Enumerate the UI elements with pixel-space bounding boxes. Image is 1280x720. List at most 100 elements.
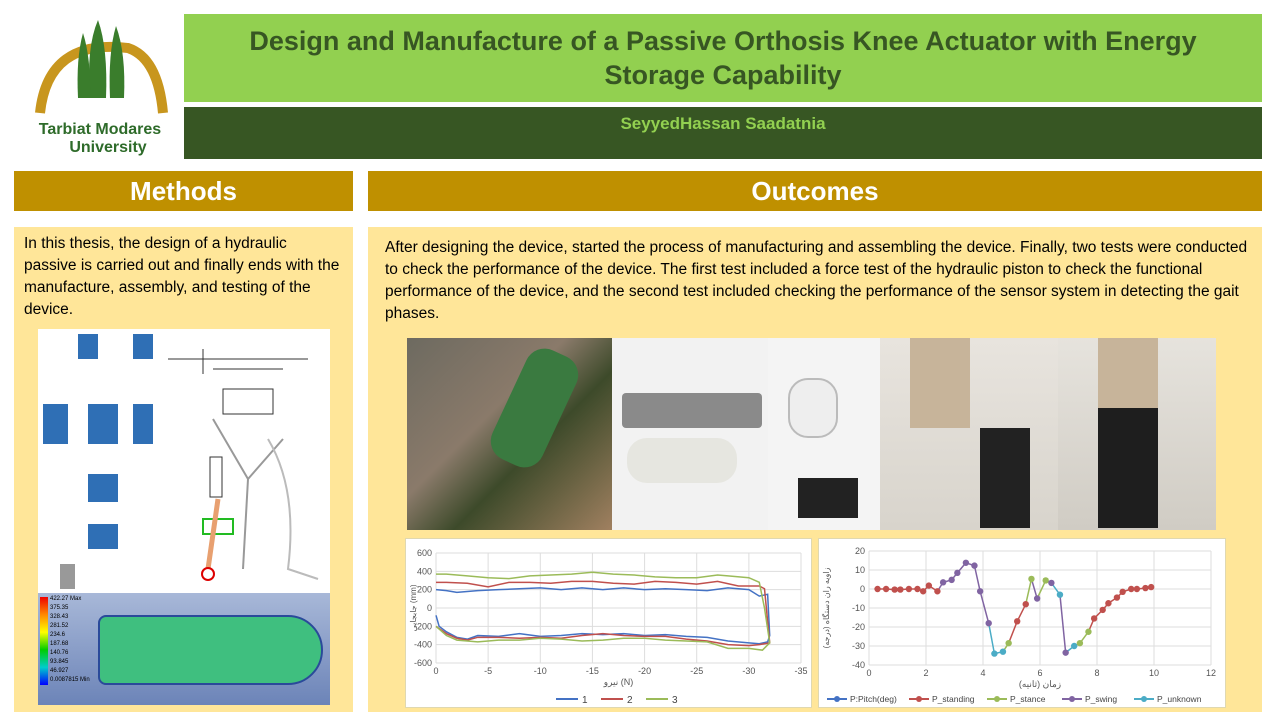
x-tick-label: -15 [586,666,599,676]
data-point [1076,639,1084,647]
x-tick-label: 0 [866,668,871,678]
data-point [925,582,933,589]
data-point [954,569,961,577]
legend-label: P:Pitch(deg) [850,694,897,704]
stress-legend-value: 46.927 [50,668,69,674]
legend-marker [1141,696,1147,702]
data-point [882,585,890,593]
y-axis-label: زاویه ران دستگاه (درجه) [821,567,831,648]
data-point [1048,579,1055,587]
y-tick-label: 600 [417,548,432,558]
fem-part [98,615,323,685]
x-tick-label: 10 [1149,668,1159,678]
data-point [1014,618,1021,625]
x-tick-label: 12 [1206,668,1216,678]
stress-legend-value: 375.35 [50,605,69,611]
stress-legend-value: 328.43 [50,614,69,620]
data-point [962,559,970,566]
data-point [934,588,941,595]
data-point [1042,577,1049,584]
data-point [905,585,913,593]
y-axis-label: جابجایی (mm) [409,584,418,631]
stress-legend-value: 187.68 [50,641,69,647]
y-tick-label: 400 [417,566,432,576]
data-point [976,588,984,595]
legend-label: 3 [672,695,678,706]
stress-legend-value: 140.76 [50,650,69,656]
y-tick-label: 20 [855,546,865,556]
data-point [1099,606,1106,614]
y-tick-label: -600 [414,658,432,668]
series-segment [1007,621,1018,644]
methods-heading: Methods [14,171,353,211]
legend-label: 2 [627,695,633,706]
photo-manufactured-parts [612,338,768,530]
legend-marker [916,696,922,702]
stress-legend-value: 234.6 [50,632,66,638]
y-tick-label: 10 [855,565,865,575]
x-tick-label: -5 [484,666,492,676]
data-point [971,562,978,569]
logo-text: University [69,139,146,156]
x-tick-label: -30 [742,666,755,676]
y-tick-label: -10 [852,603,865,613]
data-point [939,579,947,586]
y-tick-label: 0 [860,584,865,594]
data-point [991,650,998,657]
gait-phase-chart: 0 2 4 6 8 10 12 20 10 0 -10 -20 -30 -40 زمان (ثانیه) زا… [818,538,1226,708]
legend-label: 1 [582,695,588,706]
data-point [919,588,927,595]
data-point [1056,591,1064,598]
series-segment [1036,580,1047,599]
outcomes-text: After designing the device, started the … [385,239,1248,322]
data-point [897,586,904,593]
data-point [874,585,881,593]
x-tick-label: 8 [1094,668,1099,678]
photo-assembled-device [768,338,880,530]
series-line-2 [435,580,771,647]
data-point [1119,588,1126,596]
legend-label: P_swing [1085,694,1117,704]
data-point [1128,585,1135,593]
data-point [1085,628,1092,635]
data-point [1105,600,1112,607]
data-point [914,585,921,593]
x-tick-label: -35 [794,666,807,676]
x-tick-label: 4 [980,668,985,678]
data-point [948,576,955,584]
series-segment [987,623,996,654]
university-logo: Tarbiat Modares University [28,18,173,158]
stress-legend-value: 0.0087815 Min [50,677,90,683]
force-displacement-chart: 0 -5 -10 -15 -20 -25 -30 -35 600 400 200 0 -200 -400 -… [405,538,812,708]
series-segment [973,565,981,592]
data-point [1062,649,1069,656]
y-tick-label: -400 [414,640,432,650]
data-point [1142,584,1149,592]
stress-legend-value: 281.52 [50,623,69,629]
data-point [1028,575,1035,583]
stress-legend-value: 422.27 Max [50,596,82,602]
legend-label: P_stance [1010,694,1046,704]
data-point [1113,594,1121,601]
design-diagram [38,329,330,593]
y-tick-label: -40 [852,660,865,670]
series-segment [1059,594,1067,653]
stress-legend-value: 93.845 [50,659,69,665]
y-tick-label: -20 [852,622,865,632]
legend-marker [994,696,1000,702]
data-point [985,620,992,627]
photo-device-standing [1058,338,1216,530]
y-tick-label: -200 [414,621,432,631]
photo-device-sitting [880,338,1058,530]
legend-marker [834,696,840,702]
y-tick-label: 0 [427,603,432,613]
y-tick-label: 200 [417,585,432,595]
y-tick-label: -30 [852,641,865,651]
data-point [1133,585,1141,593]
data-point [1033,595,1041,602]
legend-marker [1069,696,1075,702]
data-point [1005,639,1012,647]
x-tick-label: -25 [690,666,703,676]
outcomes-heading: Outcomes [368,171,1262,211]
x-axis-label: زمان (ثانیه) [1019,679,1061,690]
